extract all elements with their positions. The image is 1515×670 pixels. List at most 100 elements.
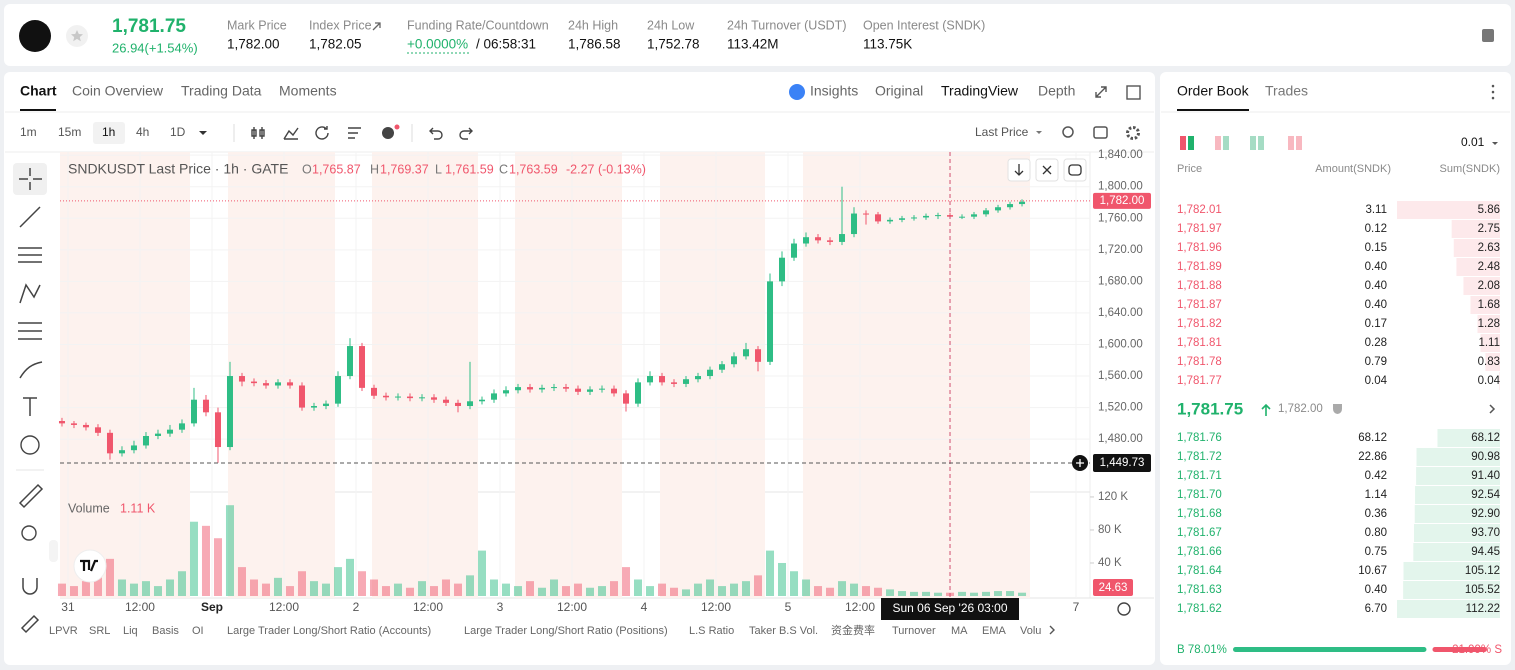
search-icon[interactable] — [1062, 126, 1074, 138]
tool-icon[interactable] — [19, 168, 42, 190]
interval[interactable]: 1h — [102, 125, 115, 139]
ob-price[interactable]: 1,781.72 — [1177, 451, 1222, 463]
notes-icon[interactable] — [1482, 29, 1494, 42]
candle-body — [238, 376, 245, 382]
tool-icon[interactable] — [18, 247, 42, 263]
chart-button[interactable] — [1063, 158, 1087, 182]
toolbar-icon[interactable] — [283, 127, 299, 140]
indicator-tab[interactable]: Basis — [152, 625, 179, 637]
chart-tab[interactable]: Moments — [279, 83, 337, 99]
expand-icon[interactable] — [1095, 86, 1107, 98]
tool-icon[interactable] — [19, 361, 43, 379]
indicator-tab[interactable]: Large Trader Long/Short Ratio (Accounts) — [227, 625, 431, 637]
ob-price[interactable]: 1,781.87 — [1177, 299, 1222, 311]
ob-price[interactable]: 1,781.89 — [1177, 261, 1222, 273]
tool-icon[interactable] — [20, 435, 40, 455]
chevron[interactable] — [1489, 404, 1496, 414]
indicator-tab[interactable]: OI — [192, 625, 204, 637]
volume-bar — [766, 550, 775, 596]
camera-icon[interactable] — [1093, 126, 1108, 139]
ob-price[interactable]: 1,781.70 — [1177, 489, 1222, 501]
ob-price[interactable]: 1,781.62 — [1177, 603, 1222, 615]
indicator-tab[interactable]: EMA — [982, 625, 1007, 637]
last-price: 1,781.75 — [112, 16, 186, 37]
tool-icon[interactable] — [21, 525, 37, 541]
indicator-tab[interactable]: MA — [951, 625, 968, 637]
tool-icon[interactable] — [19, 283, 41, 304]
interval[interactable]: 1D — [170, 125, 186, 139]
settings-icon[interactable] — [1126, 126, 1140, 140]
ob-amount: 0.36 — [1365, 508, 1387, 520]
chart-tab[interactable]: Chart — [20, 83, 57, 99]
ob-price[interactable]: 1,781.81 — [1177, 337, 1222, 349]
shield-icon — [1333, 404, 1342, 414]
tool-icon[interactable] — [18, 483, 44, 509]
candle-body — [731, 356, 738, 365]
window-icon[interactable] — [1126, 85, 1141, 100]
price-source[interactable]: Last Price — [975, 125, 1029, 139]
indicator-tab[interactable]: Taker B.S Vol. — [749, 625, 818, 637]
view-tab[interactable]: Original — [875, 83, 923, 99]
precision[interactable]: 0.01 — [1461, 135, 1485, 149]
tool-icon[interactable] — [20, 614, 40, 634]
interval[interactable]: 1m — [20, 125, 37, 139]
view-tab[interactable]: TradingView — [941, 83, 1019, 99]
ob-price[interactable]: 1,781.67 — [1177, 527, 1222, 539]
layout-icon[interactable] — [1250, 136, 1256, 150]
toolbar-icon[interactable] — [251, 127, 265, 139]
ob-price[interactable]: 1,781.88 — [1177, 280, 1222, 292]
view-tab[interactable]: Insights — [810, 83, 858, 99]
ob-amount: 0.79 — [1365, 356, 1387, 368]
ob-price[interactable]: 1,781.66 — [1177, 546, 1222, 558]
ob-price[interactable]: 1,781.97 — [1177, 223, 1222, 235]
interval[interactable]: 4h — [136, 125, 149, 139]
y-tick-label: 1,680.00 — [1098, 275, 1143, 287]
time-settings[interactable] — [1117, 602, 1131, 616]
chart-tab[interactable]: Trading Data — [181, 83, 262, 99]
volume-bar — [598, 586, 607, 596]
indicator-tab[interactable]: 资金费率 — [831, 623, 875, 637]
toolbar-icon[interactable] — [459, 127, 473, 140]
ob-tab[interactable]: Order Book — [1177, 83, 1250, 99]
collapse-handle[interactable] — [49, 540, 58, 562]
indicator-tab[interactable]: Volu — [1020, 625, 1041, 637]
indicator-tab[interactable]: SRL — [89, 625, 110, 637]
ob-tab[interactable]: Trades — [1265, 83, 1308, 99]
layout-icon[interactable] — [1180, 136, 1186, 150]
indicator-tab[interactable]: L.S Ratio — [689, 625, 734, 637]
toolbar-icon[interactable] — [429, 127, 443, 140]
volume-bar — [549, 579, 558, 596]
ob-sum: 112.22 — [1466, 603, 1500, 615]
layout-icon[interactable] — [1288, 136, 1294, 150]
ob-price[interactable]: 1,781.71 — [1177, 470, 1222, 482]
indicator-tab[interactable]: Turnover — [892, 625, 936, 637]
toolbar-icon[interactable] — [348, 127, 361, 139]
indicator-tab[interactable]: LPVR — [49, 625, 78, 637]
ob-price[interactable]: 1,781.96 — [1177, 242, 1222, 254]
ob-price[interactable]: 1,782.01 — [1177, 204, 1222, 216]
chart-tab[interactable]: Coin Overview — [72, 83, 164, 99]
more-arrow[interactable] — [1049, 625, 1055, 635]
indicator-icon[interactable] — [382, 127, 394, 139]
tool-icon[interactable] — [19, 206, 41, 228]
ob-mark-price[interactable]: 1,782.00 — [1278, 403, 1323, 415]
ob-price[interactable]: 1,781.78 — [1177, 356, 1222, 368]
tool-icon[interactable] — [18, 322, 42, 340]
indicator-tab[interactable]: Large Trader Long/Short Ratio (Positions… — [464, 625, 668, 637]
volume-bar — [417, 581, 426, 596]
view-tab[interactable]: Depth — [1038, 83, 1075, 99]
toolbar-icon[interactable] — [315, 126, 329, 140]
ob-price[interactable]: 1,781.64 — [1177, 565, 1222, 577]
tool-icon[interactable] — [23, 397, 37, 416]
ob-price[interactable]: 1,781.77 — [1177, 375, 1222, 387]
volume-bar — [610, 581, 619, 596]
interval[interactable]: 15m — [58, 125, 81, 139]
indicator-tab[interactable]: Liq — [123, 625, 138, 637]
ob-price[interactable]: 1,781.82 — [1177, 318, 1222, 330]
tool-icon[interactable] — [22, 578, 38, 595]
layout-icon[interactable] — [1215, 136, 1221, 150]
ob-price[interactable]: 1,781.68 — [1177, 508, 1222, 520]
ob-price[interactable]: 1,781.63 — [1177, 584, 1222, 596]
ob-sum: 92.90 — [1471, 508, 1500, 520]
ob-price[interactable]: 1,781.76 — [1177, 432, 1222, 444]
